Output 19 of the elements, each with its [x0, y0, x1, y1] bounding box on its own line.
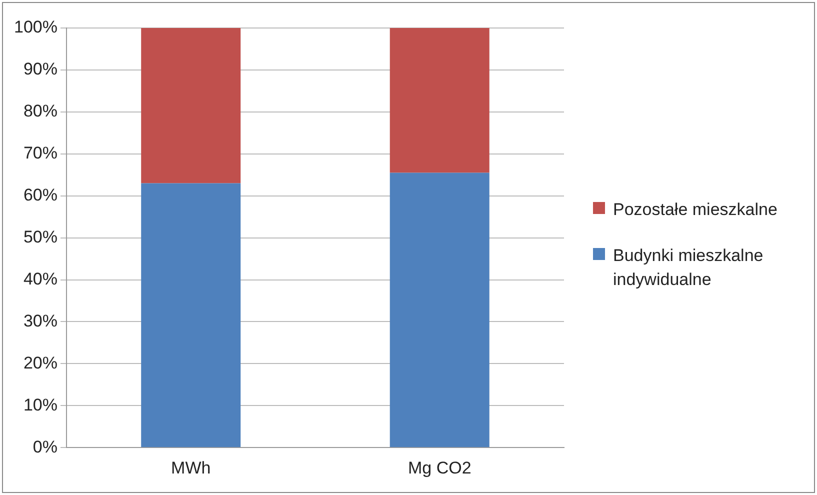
- y-tick-label: 60%: [23, 186, 58, 205]
- x-tick-label: Mg CO2: [408, 458, 472, 478]
- bar: [390, 172, 490, 448]
- y-tick-label: 40%: [23, 269, 58, 288]
- y-tick-label: 0%: [32, 437, 58, 456]
- bar: [141, 28, 241, 184]
- bar: [390, 28, 490, 173]
- y-tick-label: 20%: [23, 353, 58, 372]
- y-tick-label: 80%: [23, 102, 58, 121]
- legend-label: Pozostałe mieszkalne: [613, 199, 778, 221]
- x-tick-label: MWh: [171, 458, 211, 478]
- y-tick-label: 70%: [23, 144, 58, 163]
- y-tick-label: 10%: [23, 395, 58, 414]
- y-tick-label: 50%: [23, 227, 58, 246]
- y-tick-label: 100%: [14, 18, 58, 37]
- y-tick-label: 90%: [23, 60, 58, 79]
- legend-label: Budynki mieszkalne indywidualne: [613, 245, 764, 291]
- bar: [141, 183, 241, 448]
- y-tick-label: 30%: [23, 311, 58, 330]
